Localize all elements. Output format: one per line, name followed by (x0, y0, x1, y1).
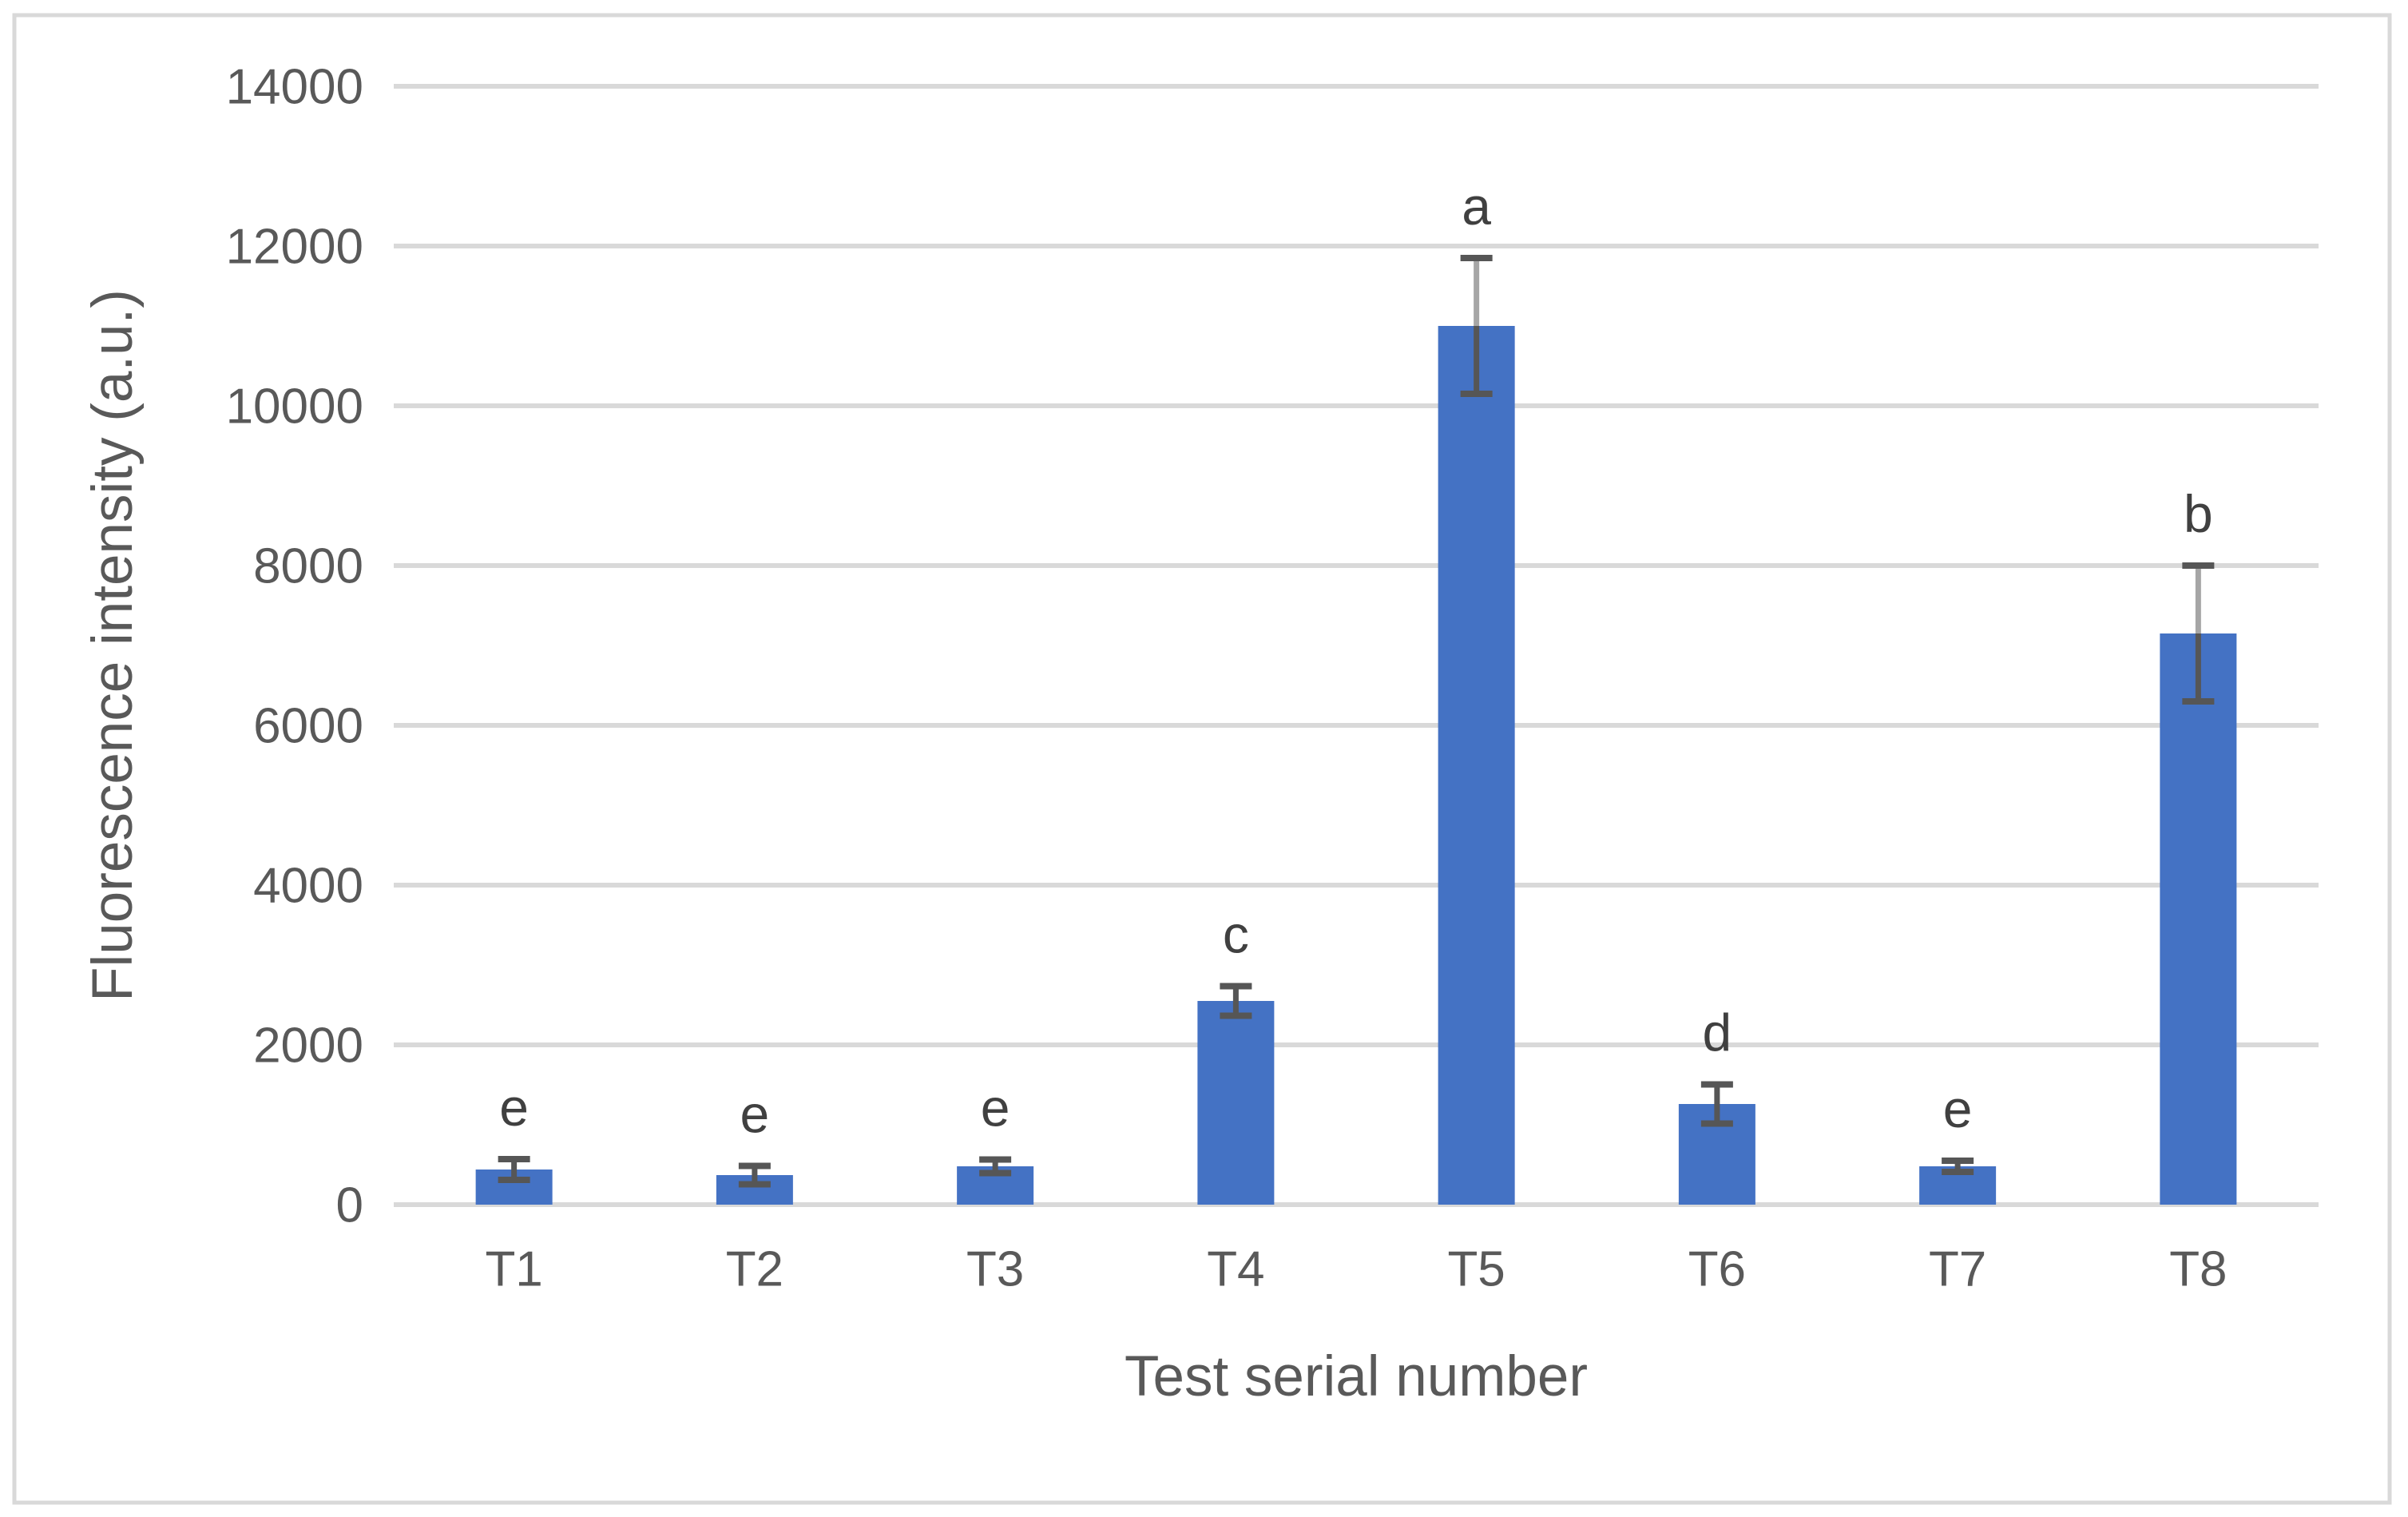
x-tick-label-T5: T5 (1447, 1242, 1505, 1297)
error-stem-upper-T2 (752, 1166, 758, 1175)
error-stem-lower-T6 (1714, 1104, 1720, 1124)
error-cap-bottom-T6 (1700, 1120, 1733, 1127)
y-tick-label-4000: 4000 (253, 859, 363, 914)
y-tick-label-6000: 6000 (253, 699, 363, 754)
chart-border (12, 13, 2392, 1505)
bar-T4 (1197, 1001, 1275, 1205)
error-cap-bottom-T7 (1942, 1169, 1974, 1175)
error-stem-lower-T3 (992, 1166, 998, 1173)
error-cap-bottom-T4 (1220, 1012, 1252, 1019)
error-cap-top-T2 (738, 1162, 771, 1170)
x-tick-label-T7: T7 (1929, 1242, 1986, 1297)
sig-letter-T6: d (1703, 1003, 1732, 1062)
error-stem-upper-T6 (1714, 1084, 1720, 1104)
x-tick-label-T4: T4 (1207, 1242, 1264, 1297)
y-tick-label-14000: 14000 (226, 60, 363, 115)
error-stem-upper-T5 (1474, 258, 1480, 326)
error-stem-upper-T8 (2195, 566, 2201, 633)
sig-letter-T8: b (2184, 484, 2213, 543)
error-cap-bottom-T3 (979, 1170, 1012, 1177)
sig-letter-T5: a (1462, 177, 1491, 236)
sig-letter-T7: e (1943, 1079, 1973, 1138)
error-cap-bottom-T1 (498, 1177, 530, 1183)
y-tick-label-0: 0 (336, 1178, 363, 1233)
x-tick-label-T3: T3 (966, 1242, 1024, 1297)
error-cap-bottom-T8 (2182, 698, 2215, 705)
x-tick-label-T6: T6 (1688, 1242, 1746, 1297)
error-stem-lower-T1 (511, 1170, 518, 1180)
error-stem-lower-T4 (1232, 1001, 1239, 1016)
x-tick-label-T2: T2 (726, 1242, 783, 1297)
x-tick-label-T1: T1 (485, 1242, 542, 1297)
error-cap-top-T7 (1942, 1158, 1974, 1164)
error-cap-top-T3 (979, 1156, 1012, 1163)
error-stem-lower-T5 (1474, 326, 1480, 394)
y-tick-label-2000: 2000 (253, 1019, 363, 1074)
error-cap-top-T1 (498, 1156, 530, 1162)
error-stem-upper-T4 (1232, 986, 1239, 1001)
sig-letter-T1: e (499, 1078, 529, 1137)
error-cap-top-T5 (1460, 255, 1493, 261)
error-cap-top-T8 (2182, 562, 2215, 569)
y-tick-label-8000: 8000 (253, 539, 363, 594)
error-stem-lower-T2 (752, 1175, 758, 1185)
y-tick-label-12000: 12000 (226, 220, 363, 275)
bar-T8 (2160, 633, 2237, 1205)
y-tick-label-10000: 10000 (226, 379, 363, 435)
error-cap-top-T6 (1700, 1081, 1733, 1088)
sig-letter-T4: c (1223, 905, 1249, 964)
y-axis-title: Fluorescence intensity (a.u.) (81, 289, 145, 1002)
error-stem-upper-T1 (511, 1159, 518, 1170)
bar-T5 (1438, 326, 1515, 1205)
x-axis-title: Test serial number (1125, 1345, 1588, 1408)
error-stem-upper-T3 (992, 1159, 998, 1166)
sig-letter-T2: e (740, 1085, 770, 1144)
error-cap-bottom-T2 (738, 1181, 771, 1188)
sig-letter-T3: e (981, 1078, 1010, 1138)
error-cap-bottom-T5 (1460, 391, 1493, 397)
x-tick-label-T8: T8 (2169, 1242, 2227, 1297)
error-stem-lower-T8 (2195, 633, 2201, 701)
error-cap-top-T4 (1220, 983, 1252, 990)
